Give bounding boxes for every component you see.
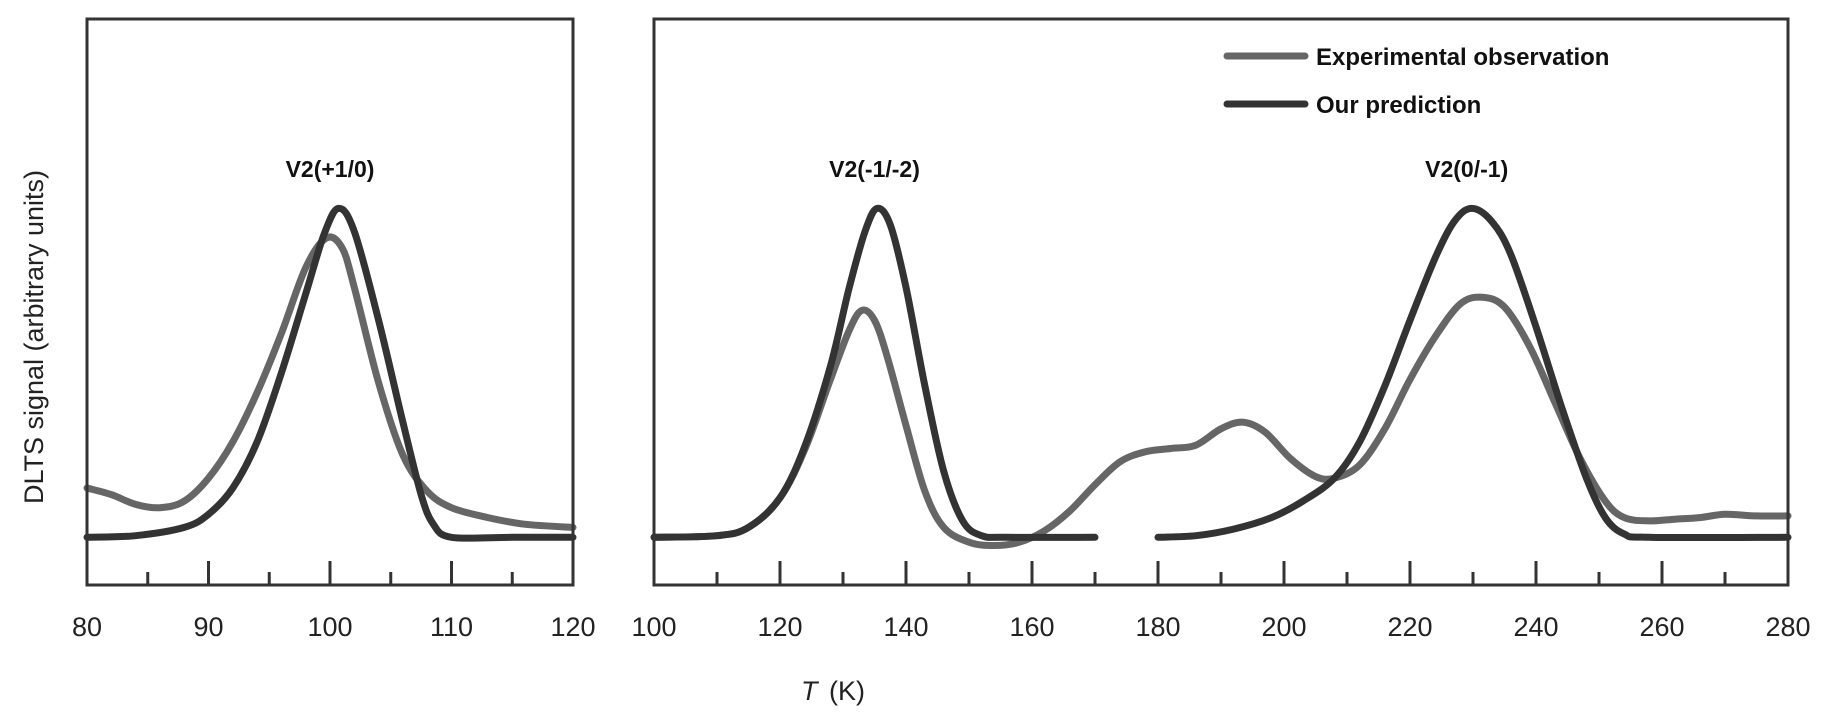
- left-tick-label: 80: [72, 612, 102, 642]
- legend-label-prediction: Our prediction: [1316, 92, 1481, 119]
- right-experimental-curve: [650, 293, 1792, 549]
- right-tick-label: 260: [1639, 612, 1684, 642]
- right-tick-label: 140: [883, 612, 928, 642]
- left-ticks: [85, 561, 575, 585]
- right-tick-labels: 100 120 140 160 180 200 220 240 260 280: [631, 612, 1810, 642]
- peak-label: V2(0/-1): [1425, 156, 1508, 182]
- right-tick-label: 240: [1513, 612, 1558, 642]
- legend: Experimental observation Our prediction: [1223, 44, 1609, 119]
- right-prediction-curve-segment-1: [650, 204, 1099, 541]
- peak-label: V2(-1/-2): [829, 156, 920, 182]
- x-axis-title: T (K): [801, 676, 865, 706]
- y-axis-title: DLTS signal (arbitrary units): [19, 170, 49, 504]
- right-panel: 100 120 140 160 180 200 220 240 260 280 V2(-1/-2)…: [631, 17, 1811, 642]
- right-prediction-curve-segment-2: [1154, 204, 1792, 542]
- left-prediction-curve: [83, 204, 577, 542]
- right-panel-frame: [652, 17, 1790, 587]
- left-panel: 80 90 100 110 120 V2(+1/0): [72, 17, 596, 642]
- left-annotations: V2(+1/0): [286, 156, 375, 182]
- right-annotations: V2(-1/-2) V2(0/-1): [829, 156, 1508, 182]
- right-ticks: [652, 561, 1790, 585]
- right-series-layer: [650, 204, 1792, 549]
- peak-label: V2(+1/0): [286, 156, 375, 182]
- right-tick-label: 200: [1261, 612, 1306, 642]
- left-series-layer: [83, 204, 577, 542]
- right-tick-label: 180: [1135, 612, 1180, 642]
- x-axis-title-symbol: T: [801, 676, 820, 706]
- x-axis-title-unit: (K): [829, 676, 865, 706]
- left-experimental-curve: [83, 233, 577, 531]
- left-tick-labels: 80 90 100 110 120: [72, 612, 596, 642]
- right-tick-label: 160: [1009, 612, 1054, 642]
- left-tick-label: 110: [430, 612, 473, 642]
- left-tick-label: 120: [550, 612, 595, 642]
- left-panel-frame: [85, 17, 575, 587]
- left-tick-label: 100: [307, 612, 352, 642]
- left-tick-label: 90: [193, 612, 223, 642]
- legend-label-experimental: Experimental observation: [1316, 44, 1609, 71]
- right-tick-label: 120: [757, 612, 802, 642]
- right-tick-label: 220: [1387, 612, 1432, 642]
- right-tick-label: 280: [1765, 612, 1810, 642]
- right-tick-label: 100: [631, 612, 676, 642]
